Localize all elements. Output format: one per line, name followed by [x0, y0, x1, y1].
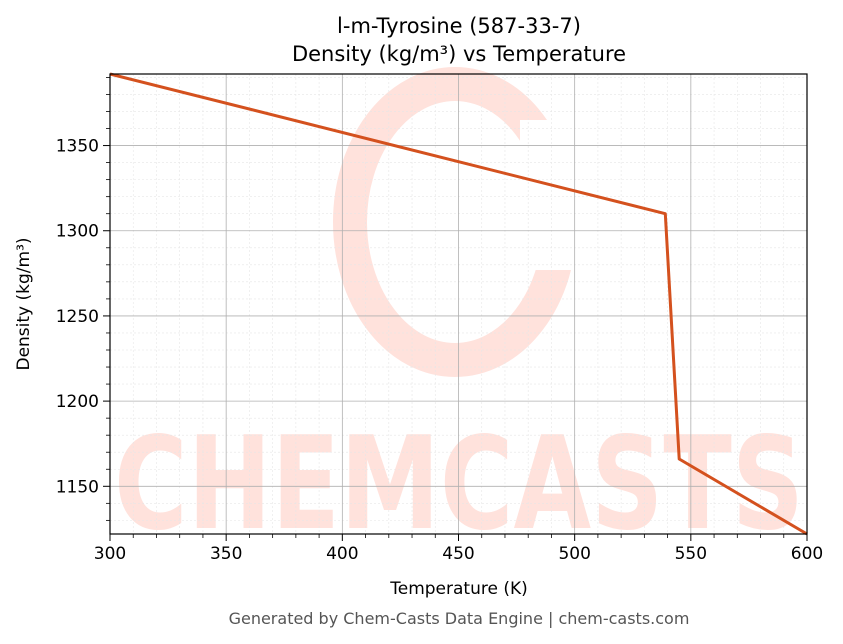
x-tick-label: 500: [558, 544, 590, 564]
y-tick-label: 1150: [56, 477, 99, 497]
y-tick-label: 1250: [56, 307, 99, 327]
y-axis: 1150 1200 1250 1300 1350: [56, 137, 110, 497]
x-tick-label: 400: [326, 544, 358, 564]
chart-title: l-m-Tyrosine (587-33-7): [337, 14, 581, 38]
x-tick-label: 600: [791, 544, 823, 564]
y-tick-label: 1200: [56, 392, 99, 412]
chemcasts-watermark-logo: CHEMCASTS: [114, 67, 804, 559]
minor-ticks: [106, 77, 785, 538]
chart-subtitle: Density (kg/m³) vs Temperature: [292, 42, 626, 66]
x-tick-label: 550: [675, 544, 707, 564]
x-axis: 300 350 400 450 500 550 600: [94, 534, 823, 564]
y-tick-label: 1300: [56, 222, 99, 242]
x-tick-label: 450: [442, 544, 474, 564]
x-axis-label: Temperature (K): [389, 579, 528, 599]
series-layer: [109, 72, 808, 536]
y-tick-label: 1350: [56, 137, 99, 157]
y-axis-label: Density (kg/m³): [14, 237, 34, 370]
footer-credit: Generated by Chem-Casts Data Engine | ch…: [229, 609, 690, 628]
x-tick-label: 350: [210, 544, 242, 564]
series-line-0: [109, 72, 808, 536]
x-tick-label: 300: [94, 544, 126, 564]
